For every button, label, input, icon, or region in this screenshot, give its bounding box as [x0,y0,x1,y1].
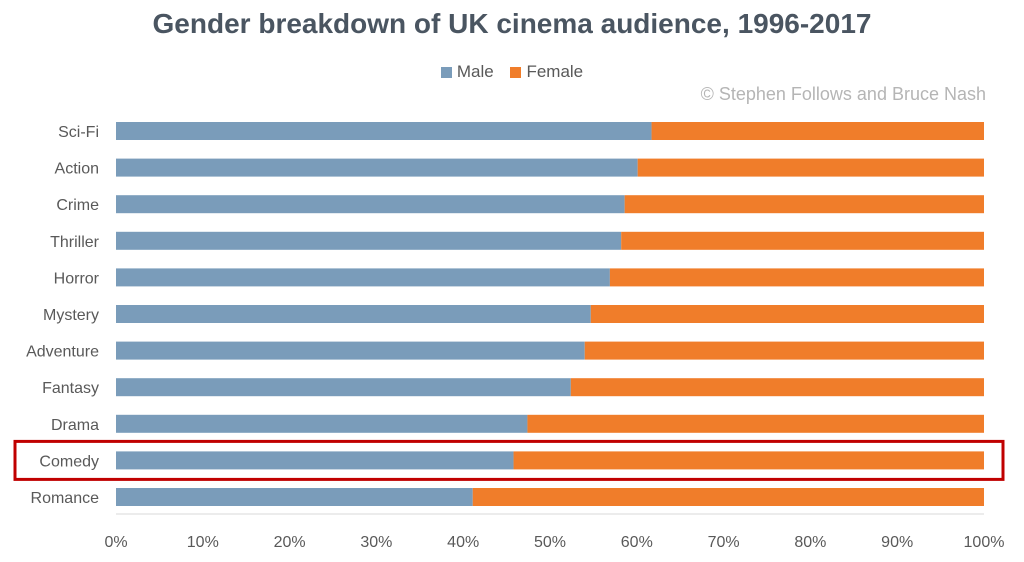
category-label-thriller: Thriller [50,234,100,251]
category-label-fantasy: Fantasy [42,380,99,397]
bar-male-action [116,158,638,177]
highlight-box-comedy [13,439,1005,481]
bar-female-adventure [584,341,984,360]
bar-female-fantasy [570,378,984,397]
bar-male-fantasy [116,378,571,397]
x-tick-label: 30% [360,534,392,551]
legend-label-female: Female [526,62,584,81]
x-tick-label: 60% [621,534,653,551]
x-tick-label: 70% [708,534,740,551]
category-label-sci-fi: Sci-Fi [58,124,99,141]
legend-item-male: Male [440,62,494,82]
bar-male-sci-fi [116,122,652,140]
category-label-action: Action [55,161,99,178]
category-label-drama: Drama [51,417,99,434]
legend: Male Female [0,62,1024,83]
bar-male-mystery [116,305,591,323]
category-label-adventure: Adventure [26,344,99,361]
bar-female-thriller [621,231,984,250]
bar-male-comedy [116,451,514,470]
category-label-horror: Horror [54,270,100,287]
bar-female-comedy [513,451,984,470]
bar-male-thriller [116,231,622,250]
bar-female-crime [624,195,984,214]
x-tick-label: 10% [187,534,219,551]
bar-male-adventure [116,341,585,360]
category-label-comedy: Comedy [39,453,99,470]
x-tick-label: 90% [881,534,913,551]
bar-female-action [637,158,984,177]
bar-female-mystery [590,305,984,323]
x-tick-label: 0% [104,534,127,551]
category-label-crime: Crime [56,197,99,214]
bar-male-romance [116,488,473,506]
bar-male-drama [116,414,528,433]
legend-swatch-male [440,66,452,78]
bar-female-sci-fi [651,122,984,140]
bar-male-horror [116,268,610,287]
bar-male-crime [116,195,625,214]
bar-female-horror [609,268,984,287]
x-tick-label: 20% [274,534,306,551]
x-tick-label: 80% [794,534,826,551]
x-tick-label: 50% [534,534,566,551]
x-tick-label: 40% [447,534,479,551]
copyright-credit: © Stephen Follows and Bruce Nash [700,84,986,104]
x-tick-label: 100% [964,534,1005,551]
bar-female-romance [472,488,984,506]
bar-female-drama [527,414,984,433]
category-label-mystery: Mystery [43,307,99,324]
category-label-romance: Romance [31,490,100,507]
legend-swatch-female [510,66,522,78]
legend-label-male: Male [456,62,494,81]
legend-item-female: Female [510,62,583,82]
chart-title: Gender breakdown of UK cinema audience, … [152,8,872,39]
